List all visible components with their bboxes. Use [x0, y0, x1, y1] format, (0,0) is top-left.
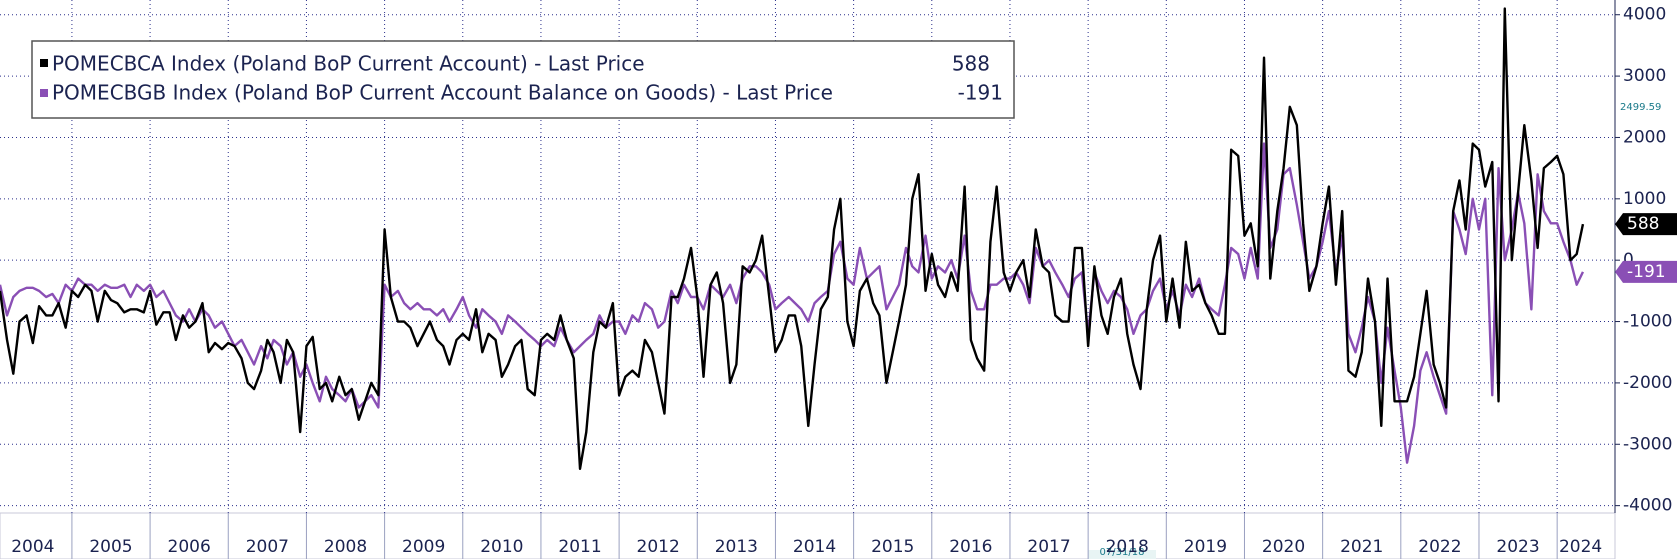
- x-tick-label: 2017: [1027, 537, 1070, 557]
- x-tick-label: 2023: [1496, 537, 1539, 557]
- x-tick-label: 2006: [168, 537, 211, 557]
- x-tick-label: 2007: [246, 537, 289, 557]
- x-tick-label: 2018: [1106, 537, 1149, 557]
- y-tick-label: 3000: [1623, 66, 1666, 86]
- x-tick-label: 2012: [637, 537, 680, 557]
- last-value-tag: [1615, 213, 1677, 236]
- last-value-label: 588: [1627, 214, 1659, 234]
- x-tick-label: 2021: [1340, 537, 1383, 557]
- x-tick-label: 2022: [1418, 537, 1461, 557]
- x-tick-label: 2019: [1184, 537, 1227, 557]
- legend-box: [31, 40, 1015, 119]
- x-tick-label: 2011: [558, 537, 601, 557]
- x-tick-label: 2014: [793, 537, 836, 557]
- y-tick-label: -2000: [1623, 373, 1672, 393]
- y-tick-label: 1000: [1623, 189, 1666, 209]
- legend-swatch: [40, 59, 48, 67]
- x-tick-label: 2009: [402, 537, 445, 557]
- x-tick-label: 2020: [1262, 537, 1305, 557]
- line-layer: [0, 7, 1585, 471]
- legend-swatch: [40, 89, 48, 97]
- x-tick-label: 2010: [480, 537, 523, 557]
- x-tick-label: 2013: [715, 537, 758, 557]
- y-tick-label: -3000: [1623, 434, 1672, 454]
- annotation-box: [1088, 550, 1156, 559]
- x-tick-label: 2015: [871, 537, 914, 557]
- grid-layer: [0, 0, 1615, 513]
- x-tick-label: 2016: [949, 537, 992, 557]
- series-line: [0, 7, 1585, 471]
- x-tick-label: 2005: [89, 537, 132, 557]
- legend: POMECBCA Index (Poland BoP Current Accou…: [31, 40, 1015, 119]
- y-tick-label: -1000: [1623, 312, 1672, 332]
- legend-last-value: -191: [958, 81, 1003, 105]
- x-axis-band: [0, 512, 1616, 559]
- x-tick-label: 2024: [1559, 537, 1602, 557]
- annotation: 07/31/18: [1100, 547, 1145, 558]
- legend-label: POMECBGB Index (Poland BoP Current Accou…: [52, 81, 833, 105]
- legend-label: POMECBCA Index (Poland BoP Current Accou…: [52, 52, 645, 76]
- last-value-label: -191: [1627, 262, 1666, 282]
- y-tick-label: -4000: [1623, 496, 1672, 516]
- annotation: 2499.59: [1620, 102, 1661, 113]
- y-tick-label: 0: [1623, 250, 1634, 270]
- x-tick-label: 2008: [324, 537, 367, 557]
- y-tick-label: 2000: [1623, 127, 1666, 147]
- legend-last-value: 588: [952, 52, 990, 76]
- last-value-tag: [1615, 260, 1677, 283]
- y-tick-label: 4000: [1623, 5, 1666, 25]
- x-tick-label: 2004: [11, 537, 54, 557]
